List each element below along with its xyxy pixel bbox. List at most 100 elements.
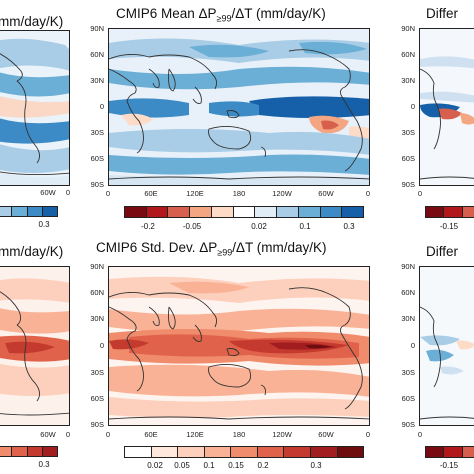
top-center-colorbar-swatch-8 <box>277 207 299 217</box>
top-right-lat-90s: 90S <box>401 180 415 189</box>
bottom-center-map <box>108 266 370 426</box>
top-center-colorbar-label-5: 0.3 <box>343 222 355 231</box>
bottom-left-lon-0: 0 <box>65 430 71 439</box>
bottom-center-colorbar-label-3: 0.1 <box>203 461 215 470</box>
bottom-center-colorbar-swatch-2 <box>151 447 179 457</box>
bottom-center-lat-60s: 60S <box>90 394 104 403</box>
bottom-center-title: CMIP6 Std. Dev. ΔP≥99/ΔT (mm/day/K) <box>96 240 327 261</box>
bottom-center-lon-180: 180 <box>232 430 246 439</box>
bottom-left-colorbar <box>0 446 58 457</box>
top-center-colorbar-label-4: 0.1 <box>299 222 311 231</box>
bottom-center-colorbar-label-2: 0.05 <box>174 461 190 470</box>
top-left-lon-60w: 60W <box>40 188 56 197</box>
bottom-left-title: mm/day/K) <box>0 244 64 259</box>
bottom-center-colorbar-swatch-1 <box>125 447 152 457</box>
top-center-map <box>108 28 370 186</box>
top-center-lat-30n: 30N <box>90 76 104 85</box>
bottom-right-lat-60n: 60N <box>401 288 415 297</box>
bottom-right-colorbar <box>425 446 474 458</box>
top-left-colorbar <box>0 206 58 217</box>
top-center-lat-0: 0 <box>99 102 104 111</box>
bottom-left-colorbar-label: 0.3 <box>38 460 50 469</box>
bottom-right-colorbar-label: -0.15 <box>439 461 459 470</box>
bottom-center-lon-0: 0 <box>105 430 111 439</box>
top-right-lat-0: 0 <box>410 102 415 111</box>
bottom-right-lat-0: 0 <box>410 341 415 350</box>
top-center-title-b: /ΔT (mm/day/K) <box>231 6 326 21</box>
top-center-map-svg <box>109 29 369 185</box>
bottom-right-lat-90n: 90N <box>401 262 415 271</box>
top-center-colorbar-swatch-1 <box>125 207 147 217</box>
bottom-left-map <box>0 266 70 426</box>
top-right-colorbar <box>425 206 474 218</box>
bottom-left-lon-60w: 60W <box>40 430 56 439</box>
bottom-center-colorbar-swatch-7 <box>284 447 311 457</box>
top-center-lon-0-right: 0 <box>365 189 371 198</box>
bottom-center-colorbar-swatch-8 <box>310 447 338 457</box>
bottom-center-title-b: /ΔT (mm/day/K) <box>232 240 327 255</box>
top-right-colorbar-label: -0.15 <box>439 222 459 231</box>
bottom-center-lon-60e: 60E <box>144 430 158 439</box>
top-center-colorbar-swatch-11 <box>342 207 364 217</box>
top-right-lat-30s: 30S <box>401 128 415 137</box>
bottom-center-lon-0-right: 0 <box>365 430 371 439</box>
top-center-colorbar-swatch-9 <box>298 207 321 217</box>
top-center-colorbar-swatch-10 <box>320 207 343 217</box>
bottom-center-lat-30s: 30S <box>90 368 104 377</box>
bottom-center-colorbar-swatch-9 <box>337 447 364 457</box>
bottom-center-lat-60n: 60N <box>90 288 104 297</box>
bottom-center-lat-0: 0 <box>99 341 104 350</box>
top-center-lon-180: 180 <box>232 189 246 198</box>
bottom-center-colorbar <box>124 446 364 458</box>
top-left-map-svg <box>0 31 69 185</box>
top-center-colorbar-swatch-2 <box>146 207 169 217</box>
top-right-map <box>419 28 474 186</box>
top-center-lat-90n: 90N <box>90 24 104 33</box>
top-center-colorbar-swatch-4 <box>190 207 212 217</box>
bottom-center-colorbar-label-1: 0.02 <box>147 461 163 470</box>
bottom-center-colorbar-label-4: 0.15 <box>228 461 244 470</box>
top-center-lat-60n: 60N <box>90 50 104 59</box>
bottom-right-lat-30s: 30S <box>401 368 415 377</box>
top-center-colorbar-swatch-6 <box>233 207 256 217</box>
bottom-center-title-sub: ≥99 <box>217 247 233 258</box>
bottom-right-lat-30n: 30N <box>401 314 415 323</box>
bottom-right-lon-0: 0 <box>417 430 423 439</box>
top-center-colorbar-label-1: -0.2 <box>141 222 155 231</box>
top-center-title-sub: ≥99 <box>216 13 232 24</box>
bottom-right-map-svg <box>420 267 474 425</box>
top-center-colorbar-label-2: -0.05 <box>182 222 202 231</box>
bottom-center-lat-90n: 90N <box>90 262 104 271</box>
bottom-left-map-svg <box>0 267 69 425</box>
top-center-colorbar <box>124 206 364 218</box>
top-right-map-svg <box>420 29 474 185</box>
bottom-center-lat-90s: 90S <box>90 420 104 429</box>
bottom-center-lon-60w: 60W <box>318 430 334 439</box>
bottom-center-colorbar-swatch-6 <box>257 447 285 457</box>
bottom-right-map <box>419 266 474 426</box>
top-right-lat-90n: 90N <box>401 24 415 33</box>
top-right-lat-60n: 60N <box>401 50 415 59</box>
bottom-center-title-a: CMIP6 Std. Dev. ΔP <box>96 240 218 255</box>
top-left-map <box>0 30 70 186</box>
top-center-lon-120w: 120W <box>272 189 292 198</box>
top-center-lat-90s: 90S <box>90 180 104 189</box>
top-center-colorbar-swatch-3 <box>168 207 191 217</box>
bottom-center-colorbar-swatch-4 <box>204 447 232 457</box>
top-center-colorbar-swatch-7 <box>255 207 278 217</box>
top-center-lon-0: 0 <box>105 189 111 198</box>
top-right-lat-60s: 60S <box>401 154 415 163</box>
top-center-title: CMIP6 Mean ΔP≥99/ΔT (mm/day/K) <box>116 6 326 27</box>
bottom-center-lon-120w: 120W <box>272 430 292 439</box>
top-left-colorbar-label: 0.3 <box>38 220 50 229</box>
top-center-lon-60w: 60W <box>318 189 334 198</box>
top-center-lat-60s: 60S <box>90 154 104 163</box>
bottom-center-colorbar-label-6: 0.3 <box>310 461 322 470</box>
top-right-lon-0: 0 <box>417 189 423 198</box>
bottom-right-lat-90s: 90S <box>401 420 415 429</box>
top-center-colorbar-swatch-5 <box>211 207 234 217</box>
bottom-center-map-svg <box>109 267 369 425</box>
top-center-lat-30s: 30S <box>90 128 104 137</box>
top-center-lon-60e: 60E <box>144 189 158 198</box>
bottom-center-colorbar-swatch-3 <box>178 447 205 457</box>
